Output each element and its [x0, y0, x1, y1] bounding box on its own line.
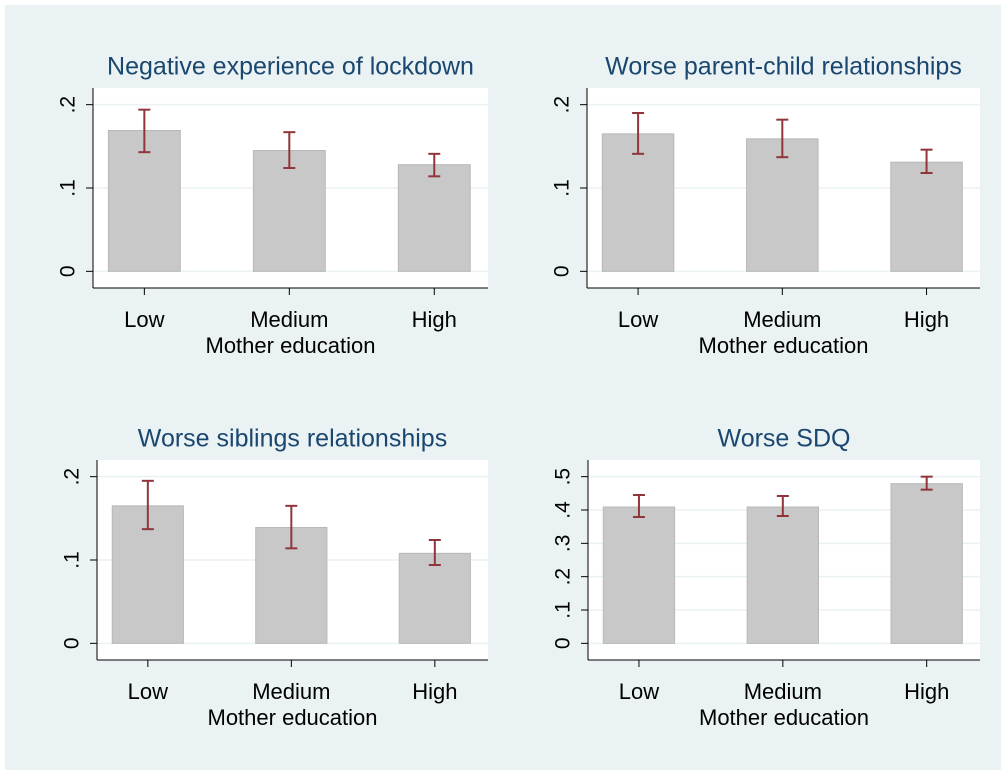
y-tick-label: 0: [551, 265, 574, 277]
bar: [746, 506, 819, 644]
y-tick-label: .5: [552, 468, 575, 486]
bar: [397, 164, 471, 272]
x-tick-label: Medium: [252, 679, 330, 704]
y-tick-label: 0: [552, 637, 575, 649]
y-tick-label: .1: [57, 179, 80, 197]
error-bar: [428, 152, 441, 178]
x-tick-label: Low: [619, 679, 659, 704]
error-bar: [920, 475, 933, 491]
y-tick-label: .2: [57, 96, 80, 114]
chart-title: Worse parent-child relationships: [605, 53, 962, 81]
x-tick-label: Medium: [743, 307, 821, 332]
x-axis-title: Mother education: [206, 333, 376, 358]
error-bar: [920, 148, 933, 174]
error-bar: [428, 539, 441, 566]
x-tick-label: Medium: [744, 679, 822, 704]
bar: [252, 150, 326, 272]
error-bar: [776, 118, 789, 159]
bar: [746, 138, 819, 272]
x-tick-label: High: [412, 307, 457, 332]
bar: [602, 506, 676, 644]
x-axis-title: Mother education: [699, 333, 869, 358]
bar: [601, 133, 675, 272]
x-tick-label: High: [904, 307, 949, 332]
x-axis-title: Mother education: [699, 705, 869, 730]
y-tick-label: .2: [551, 96, 574, 114]
error-bar: [138, 108, 151, 154]
y-tick-label: .4: [552, 501, 575, 519]
error-bar: [283, 131, 296, 169]
error-bar: [632, 494, 645, 518]
error-bar: [141, 479, 154, 531]
y-tick-label: .2: [552, 568, 575, 586]
x-tick-label: Low: [128, 679, 168, 704]
y-tick-label: .1: [551, 179, 574, 197]
error-bar: [776, 495, 789, 517]
x-tick-label: Medium: [250, 307, 328, 332]
x-tick-label: Low: [618, 307, 658, 332]
x-tick-label: Low: [124, 307, 164, 332]
y-tick-label: 0: [57, 265, 80, 277]
y-tick-label: 0: [61, 637, 84, 649]
y-tick-label: .2: [61, 468, 84, 486]
bar: [890, 161, 963, 272]
chart-title: Negative experience of lockdown: [107, 53, 474, 81]
error-bar: [285, 504, 298, 550]
x-axis-title: Mother education: [208, 705, 378, 730]
error-bar: [632, 112, 645, 155]
y-tick-label: .3: [552, 535, 575, 553]
x-tick-label: High: [904, 679, 949, 704]
bar: [398, 552, 471, 644]
bar: [890, 483, 963, 644]
chart-title: Worse SDQ: [718, 425, 851, 453]
y-tick-label: .1: [552, 601, 575, 619]
x-tick-label: High: [412, 679, 457, 704]
y-tick-label: .1: [61, 551, 84, 569]
chart-title: Worse siblings relationships: [138, 425, 447, 453]
bar: [107, 130, 181, 272]
